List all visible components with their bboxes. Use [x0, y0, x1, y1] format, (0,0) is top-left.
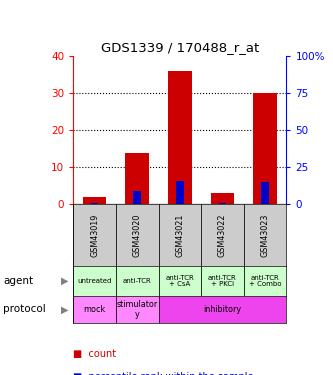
Bar [83, 197, 106, 204]
Bar [91, 203, 99, 204]
Text: inhibitory: inhibitory [203, 305, 241, 314]
Bar [253, 93, 277, 204]
Bar [133, 191, 141, 204]
Bar [201, 266, 244, 296]
Bar [126, 153, 149, 204]
Bar [244, 266, 286, 296]
Bar [159, 296, 286, 322]
Text: protocol: protocol [3, 304, 46, 314]
Bar [159, 204, 201, 266]
Bar [116, 266, 159, 296]
Bar [168, 71, 191, 204]
Text: GSM43019: GSM43019 [90, 214, 99, 257]
Text: mock: mock [84, 305, 106, 314]
Bar [73, 204, 116, 266]
Text: agent: agent [3, 276, 33, 286]
Bar [159, 266, 201, 296]
Text: stimulator
y: stimulator y [117, 300, 158, 319]
Text: anti-TCR
+ PKCi: anti-TCR + PKCi [208, 275, 237, 288]
Title: GDS1339 / 170488_r_at: GDS1339 / 170488_r_at [101, 41, 259, 54]
Bar [211, 193, 234, 204]
Text: GSM43021: GSM43021 [175, 214, 184, 257]
Text: ▶: ▶ [61, 276, 69, 286]
Text: ■  count: ■ count [73, 350, 117, 359]
Bar [73, 296, 116, 322]
Text: anti-TCR
+ Combo: anti-TCR + Combo [249, 275, 281, 288]
Text: untreated: untreated [77, 278, 112, 284]
Bar [176, 181, 184, 204]
Bar [244, 204, 286, 266]
Bar [116, 204, 159, 266]
Text: GSM43020: GSM43020 [133, 214, 142, 257]
Text: anti-TCR: anti-TCR [123, 278, 152, 284]
Bar [218, 203, 226, 204]
Text: ■  percentile rank within the sample: ■ percentile rank within the sample [73, 372, 254, 375]
Bar [261, 182, 269, 204]
Text: GSM43023: GSM43023 [260, 214, 270, 257]
Text: anti-TCR
+ CsA: anti-TCR + CsA [166, 275, 194, 288]
Bar [73, 266, 116, 296]
Text: ▶: ▶ [61, 304, 69, 314]
Bar [201, 204, 244, 266]
Text: GSM43022: GSM43022 [218, 213, 227, 257]
Bar [116, 296, 159, 322]
